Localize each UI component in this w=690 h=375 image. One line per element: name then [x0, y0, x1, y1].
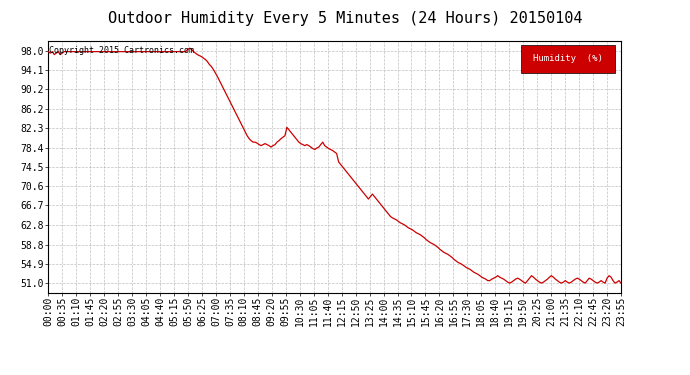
Text: Copyright 2015 Cartronics.com: Copyright 2015 Cartronics.com	[50, 46, 195, 55]
Text: Outdoor Humidity Every 5 Minutes (24 Hours) 20150104: Outdoor Humidity Every 5 Minutes (24 Hou…	[108, 11, 582, 26]
Text: Humidity  (%): Humidity (%)	[533, 54, 603, 63]
FancyBboxPatch shape	[521, 45, 615, 73]
